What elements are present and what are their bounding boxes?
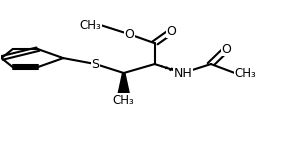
Polygon shape [118,73,129,94]
Text: CH₃: CH₃ [80,19,101,32]
Text: NH: NH [174,67,192,79]
Text: CH₃: CH₃ [113,94,135,107]
Text: O: O [167,25,176,38]
Text: S: S [92,58,100,71]
Text: O: O [124,28,134,41]
Text: O: O [222,43,231,56]
Text: CH₃: CH₃ [235,67,256,79]
